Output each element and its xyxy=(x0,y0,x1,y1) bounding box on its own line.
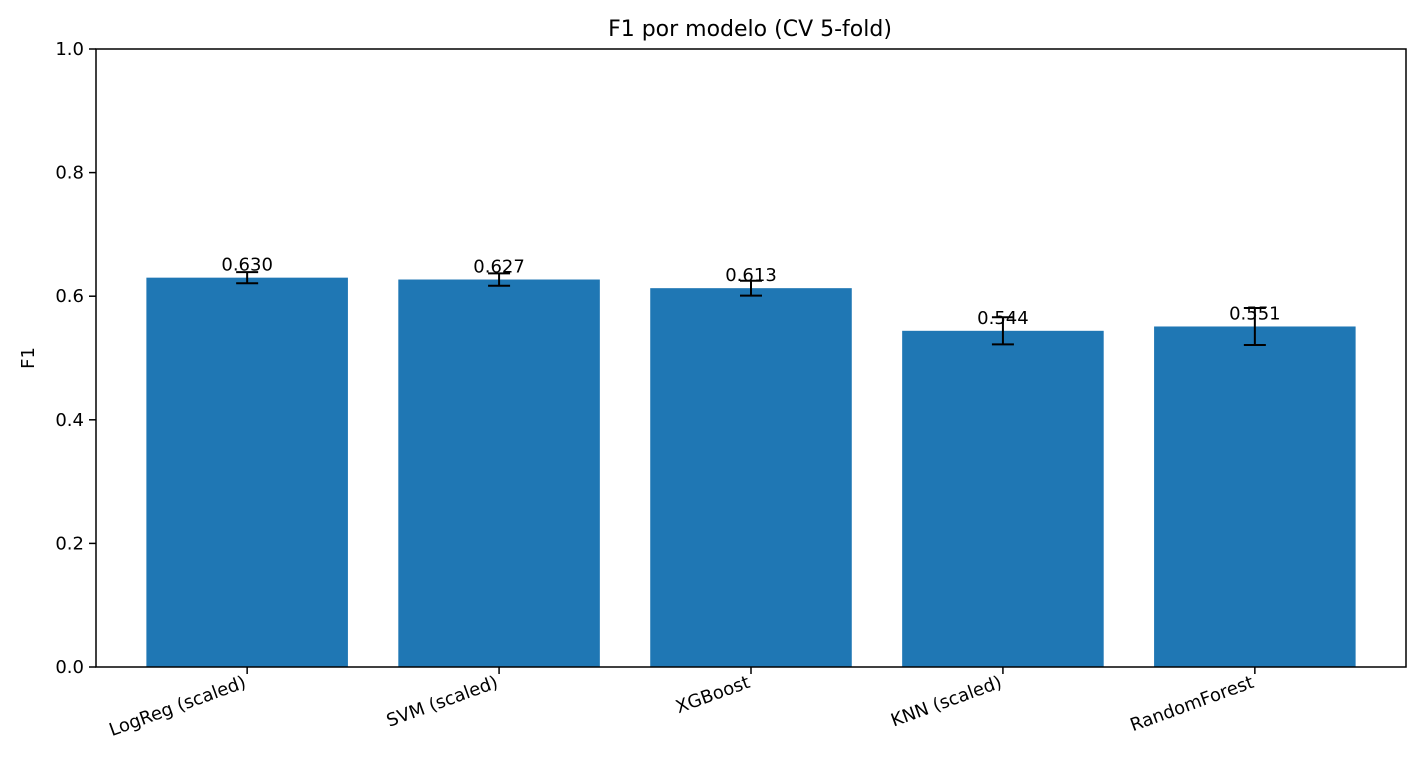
y-tick-label: 1.0 xyxy=(55,39,84,60)
y-tick-label: 0.2 xyxy=(55,533,84,554)
x-tick-label: SVM (scaled) xyxy=(384,672,501,732)
data-label: 0.551 xyxy=(1229,303,1281,324)
x-tick-label: KNN (scaled) xyxy=(888,672,1004,732)
plot-area: 0.630 0.627 0.613 0.544 0.551 0.0 0.2 0.4 0.6 0.8… xyxy=(55,39,1407,741)
data-label: 0.630 xyxy=(221,255,273,276)
data-label: 0.627 xyxy=(473,257,525,278)
y-tick-label: 0.8 xyxy=(55,163,84,184)
bar xyxy=(398,279,600,667)
y-tick-label: 0.0 xyxy=(55,657,84,678)
y-tick-label: 0.4 xyxy=(55,410,84,431)
bar xyxy=(650,288,852,667)
y-tick-label: 0.6 xyxy=(55,286,84,307)
chart-title: F1 por modelo (CV 5-fold) xyxy=(608,17,892,42)
bar xyxy=(1154,326,1356,667)
y-axis-label: F1 xyxy=(18,347,39,369)
bar xyxy=(146,277,348,667)
x-tick-label: XGBoost xyxy=(673,672,753,718)
x-tick-label: RandomForest xyxy=(1127,672,1256,736)
bar xyxy=(902,330,1104,667)
data-label: 0.544 xyxy=(977,308,1029,329)
data-label: 0.613 xyxy=(725,265,777,286)
x-tick-label: LogReg (scaled) xyxy=(106,672,248,741)
